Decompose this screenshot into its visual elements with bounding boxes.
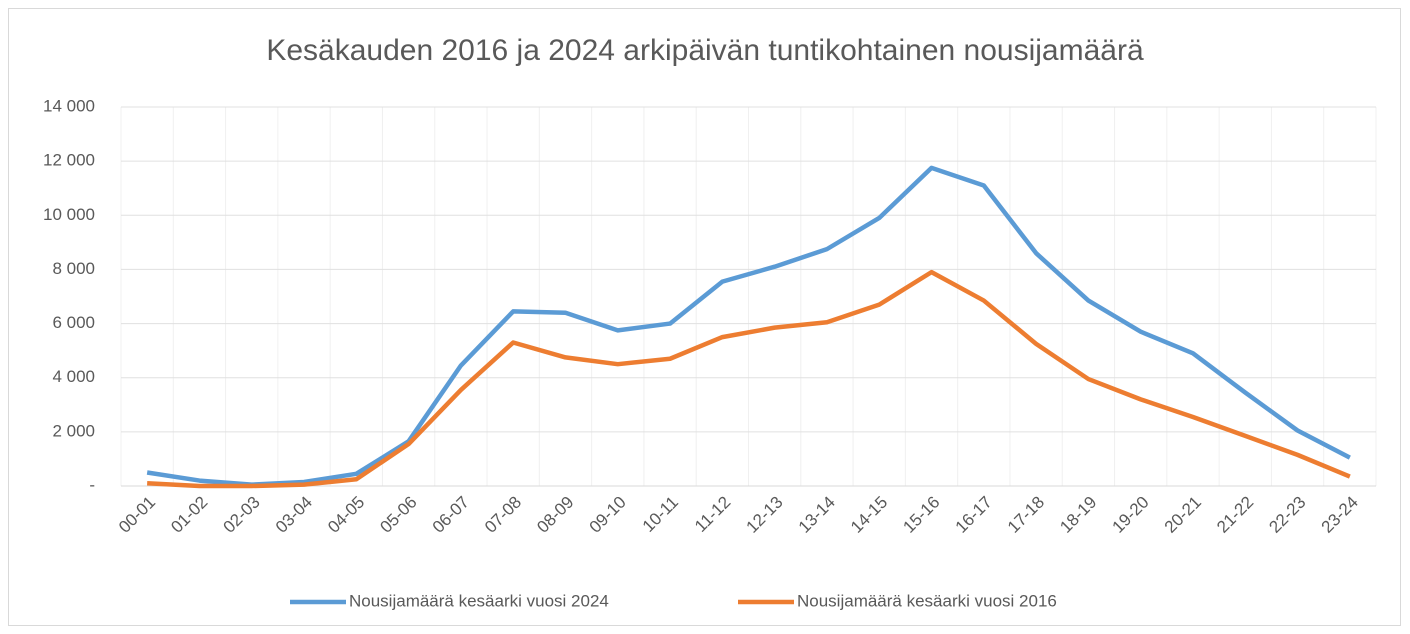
y-tick-label: 8 000: [52, 259, 95, 278]
y-tick-label: 2 000: [52, 421, 95, 440]
y-tick-label: 6 000: [52, 313, 95, 332]
series-line: [147, 269, 1351, 489]
y-tick-label: 4 000: [52, 367, 95, 386]
y-tick-label: 14 000: [43, 96, 95, 115]
y-tick-label: 10 000: [43, 205, 95, 224]
legend-label: Nousijamäärä kesäarki vuosi 2024: [349, 591, 609, 610]
y-tick-label: 12 000: [43, 151, 95, 170]
y-tick-label: -: [89, 475, 95, 494]
chart-border: [8, 8, 1401, 626]
chart-title: Kesäkauden 2016 ja 2024 arkipäivän tunti…: [266, 34, 1144, 67]
legend-label: Nousijamäärä kesäarki vuosi 2016: [797, 591, 1057, 610]
series-line: [146, 165, 1351, 487]
